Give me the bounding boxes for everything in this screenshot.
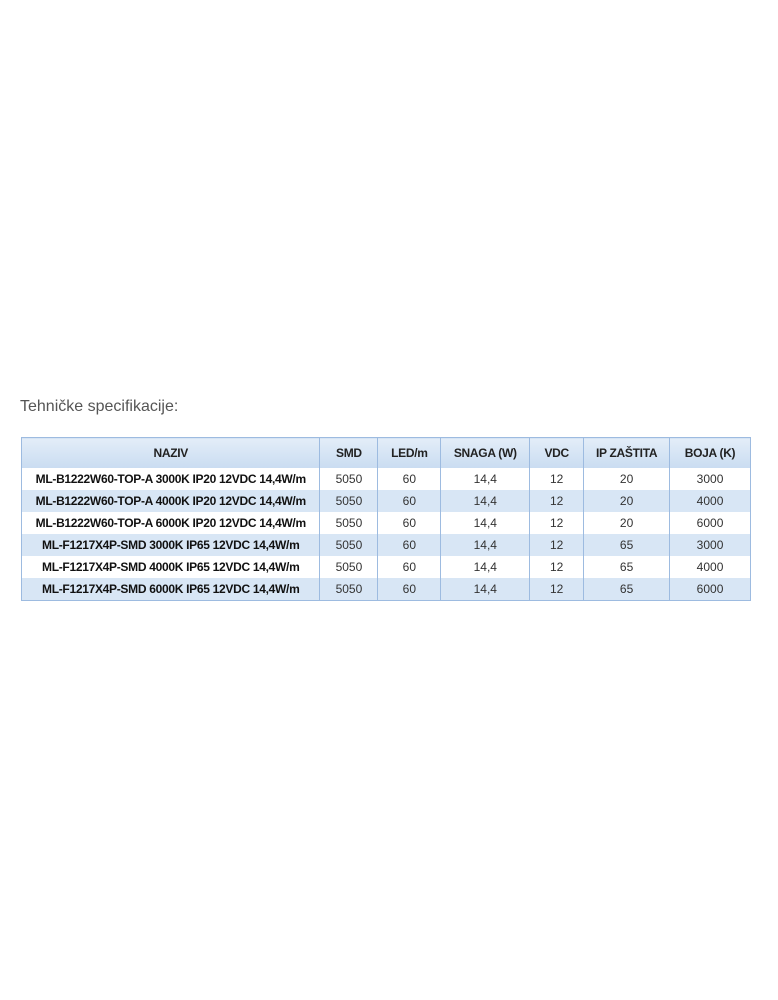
cell-color-temp: 6000 xyxy=(669,578,751,601)
cell-name: ML-F1217X4P-SMD 3000K IP65 12VDC 14,4W/m xyxy=(20,534,321,556)
cell-led-per-m: 60 xyxy=(377,490,442,512)
table-row: ML-B1222W60-TOP-A 3000K IP20 12VDC 14,4W… xyxy=(20,468,751,490)
cell-led-per-m: 60 xyxy=(377,512,442,534)
column-header-smd: SMD xyxy=(319,437,379,468)
column-header-color-temp: BOJA (K) xyxy=(669,437,751,468)
table-row: ML-B1222W60-TOP-A 4000K IP20 12VDC 14,4W… xyxy=(20,490,751,512)
cell-power: 14,4 xyxy=(440,512,531,534)
table-row: ML-B1222W60-TOP-A 6000K IP20 12VDC 14,4W… xyxy=(20,512,751,534)
cell-led-per-m: 60 xyxy=(377,534,442,556)
table-row: ML-F1217X4P-SMD 6000K IP65 12VDC 14,4W/m… xyxy=(20,578,751,601)
cell-vdc: 12 xyxy=(529,468,585,490)
cell-smd: 5050 xyxy=(319,490,379,512)
cell-smd: 5050 xyxy=(319,512,379,534)
column-header-ip-rating: IP ZAŠTITA xyxy=(583,437,671,468)
cell-power: 14,4 xyxy=(440,490,531,512)
cell-ip-rating: 65 xyxy=(583,556,671,578)
cell-smd: 5050 xyxy=(319,534,379,556)
cell-ip-rating: 20 xyxy=(583,468,671,490)
cell-color-temp: 4000 xyxy=(669,490,751,512)
cell-led-per-m: 60 xyxy=(377,556,442,578)
cell-vdc: 12 xyxy=(529,512,585,534)
cell-ip-rating: 65 xyxy=(583,534,671,556)
cell-vdc: 12 xyxy=(529,490,585,512)
cell-vdc: 12 xyxy=(529,578,585,601)
column-header-led-per-m: LED/m xyxy=(377,437,442,468)
cell-power: 14,4 xyxy=(440,556,531,578)
cell-power: 14,4 xyxy=(440,578,531,601)
cell-vdc: 12 xyxy=(529,556,585,578)
cell-name: ML-F1217X4P-SMD 6000K IP65 12VDC 14,4W/m xyxy=(20,578,321,601)
cell-power: 14,4 xyxy=(440,534,531,556)
cell-smd: 5050 xyxy=(319,556,379,578)
column-header-vdc: VDC xyxy=(529,437,585,468)
cell-led-per-m: 60 xyxy=(377,578,442,601)
cell-smd: 5050 xyxy=(319,468,379,490)
table-row: ML-F1217X4P-SMD 4000K IP65 12VDC 14,4W/m… xyxy=(20,556,751,578)
cell-color-temp: 3000 xyxy=(669,534,751,556)
cell-power: 14,4 xyxy=(440,468,531,490)
spec-table: NAZIV SMD LED/m SNAGA (W) VDC IP ZAŠTITA BOJA … xyxy=(20,437,751,601)
cell-led-per-m: 60 xyxy=(377,468,442,490)
section-title: Tehničke specifikacije: xyxy=(20,398,179,415)
cell-color-temp: 6000 xyxy=(669,512,751,534)
cell-ip-rating: 20 xyxy=(583,512,671,534)
cell-name: ML-B1222W60-TOP-A 6000K IP20 12VDC 14,4W… xyxy=(20,512,321,534)
column-header-power: SNAGA (W) xyxy=(440,437,531,468)
cell-smd: 5050 xyxy=(319,578,379,601)
table-row: ML-F1217X4P-SMD 3000K IP65 12VDC 14,4W/m… xyxy=(20,534,751,556)
cell-name: ML-B1222W60-TOP-A 3000K IP20 12VDC 14,4W… xyxy=(20,468,321,490)
cell-ip-rating: 20 xyxy=(583,490,671,512)
cell-name: ML-F1217X4P-SMD 4000K IP65 12VDC 14,4W/m xyxy=(20,556,321,578)
cell-color-temp: 4000 xyxy=(669,556,751,578)
cell-vdc: 12 xyxy=(529,534,585,556)
cell-color-temp: 3000 xyxy=(669,468,751,490)
cell-name: ML-B1222W60-TOP-A 4000K IP20 12VDC 14,4W… xyxy=(20,490,321,512)
column-header-name: NAZIV xyxy=(20,437,321,468)
cell-ip-rating: 65 xyxy=(583,578,671,601)
table-header-row: NAZIV SMD LED/m SNAGA (W) VDC IP ZAŠTITA BOJA … xyxy=(20,437,751,468)
